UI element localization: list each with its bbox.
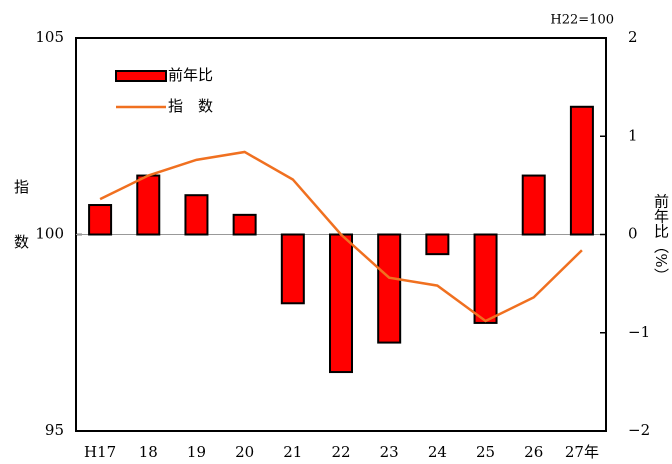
x-tick-label: 19 (187, 443, 206, 461)
bar (473, 233, 498, 324)
y2-tick-label: −1 (628, 323, 650, 341)
index-line (99, 150, 583, 323)
x-tick-label: 25 (476, 443, 495, 461)
x-tick-label: 26 (524, 443, 543, 461)
bar (377, 233, 402, 344)
y-tick-label: 95 (45, 421, 64, 439)
x-tick-label: 27年 (565, 443, 599, 461)
y-axis-title: 指数 (12, 179, 30, 289)
bar (280, 233, 305, 305)
x-tick-label: 20 (235, 443, 254, 461)
y-tick-label: 105 (35, 28, 64, 46)
x-tick-label: 18 (139, 443, 158, 461)
y2-tick-label: 0 (628, 225, 638, 243)
x-tick-label: 21 (283, 443, 302, 461)
x-tick-label: H17 (84, 443, 116, 461)
x-tick-label: 22 (331, 443, 350, 461)
legend-swatch (115, 70, 167, 82)
bar (521, 174, 546, 236)
x-tick-label: 23 (380, 443, 399, 461)
bar (184, 194, 209, 236)
y2-tick-label: 1 (628, 126, 638, 144)
legend-label: 指 数 (168, 97, 213, 115)
x-tick-label: 24 (428, 443, 447, 461)
bar (329, 233, 353, 374)
y2-tick-label: −2 (628, 421, 650, 439)
legend-label: 前年比 (168, 66, 213, 84)
bar (569, 105, 594, 236)
base-note: H22=100 (550, 13, 614, 28)
y-tick-label: 100 (35, 225, 64, 243)
y2-axis-title: 前年比（%） (652, 193, 670, 282)
y2-tick-label: 2 (628, 28, 638, 46)
bar (88, 204, 113, 236)
bar (425, 233, 450, 256)
bar (232, 213, 257, 236)
bar (136, 174, 161, 236)
